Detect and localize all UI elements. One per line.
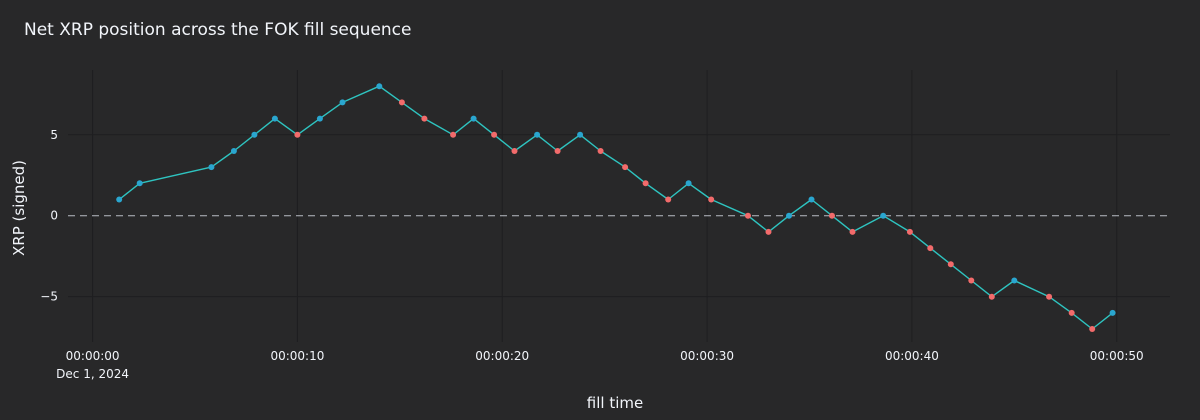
- y-tick-label: 0: [50, 209, 58, 223]
- x-tick-label: 00:00:50: [1090, 349, 1144, 363]
- buy-fill-point: [339, 99, 346, 106]
- sell-fill-point: [947, 261, 954, 268]
- buy-fill-point: [208, 164, 215, 171]
- sell-fill-point: [642, 180, 649, 187]
- series-line-layer: [118, 85, 1114, 330]
- sell-fill-point: [491, 131, 498, 138]
- buy-fill-point: [271, 115, 278, 122]
- buy-fill-point: [470, 115, 477, 122]
- sell-fill-point: [1046, 293, 1053, 300]
- sell-fill-point: [968, 277, 975, 284]
- sell-fill-point: [622, 164, 629, 171]
- sell-fill-point: [1068, 309, 1075, 316]
- sell-fill-point: [745, 212, 751, 219]
- x-axis-title: fill time: [587, 394, 643, 412]
- sell-fill-point: [554, 148, 561, 154]
- marker-layer: [116, 83, 1116, 332]
- sell-fill-point: [906, 228, 913, 235]
- buy-fill-point: [534, 131, 541, 138]
- buy-fill-point: [136, 180, 143, 187]
- buy-fill-point: [230, 148, 237, 154]
- sell-fill-point: [294, 131, 301, 138]
- sell-fill-point: [765, 228, 772, 235]
- sell-fill-point: [927, 245, 934, 252]
- sell-fill-point: [511, 148, 518, 154]
- y-tick-labels: 5 0 −5: [40, 128, 58, 304]
- buy-fill-point: [116, 196, 123, 203]
- x-tick-label: 00:00:00: [66, 349, 120, 363]
- y-tick-label: 5: [50, 128, 58, 142]
- buy-fill-point: [685, 180, 692, 187]
- sell-fill-point: [1089, 326, 1096, 332]
- buy-fill-point: [1011, 277, 1018, 284]
- sell-fill-point: [665, 196, 672, 203]
- sell-fill-point: [829, 212, 835, 219]
- x-tick-date-label: Dec 1, 2024: [56, 367, 129, 381]
- chart-title: Net XRP position across the FOK fill seq…: [24, 20, 412, 40]
- x-tick-label: 00:00:10: [270, 349, 324, 363]
- buy-fill-point: [316, 115, 323, 122]
- sell-fill-point: [988, 293, 995, 300]
- sell-fill-point: [421, 115, 428, 122]
- sell-fill-point: [849, 228, 856, 235]
- x-tick-labels: 00:00:00 Dec 1, 2024 00:00:10 00:00:20 00:00…: [56, 349, 1144, 381]
- x-tick-label: 00:00:40: [885, 349, 939, 363]
- buy-fill-point: [376, 83, 383, 90]
- series-line: [118, 85, 1114, 330]
- buy-fill-point: [1109, 309, 1116, 316]
- x-tick-label: 00:00:20: [475, 349, 529, 363]
- buy-fill-point: [808, 196, 815, 203]
- buy-fill-point: [251, 131, 258, 138]
- sell-fill-point: [708, 196, 715, 203]
- sell-fill-point: [450, 131, 457, 138]
- sell-fill-point: [597, 148, 604, 154]
- buy-fill-point: [786, 212, 792, 219]
- buy-fill-point: [880, 212, 887, 219]
- y-axis-title: XRP (signed): [10, 160, 28, 256]
- buy-fill-point: [577, 131, 584, 138]
- x-tick-label: 00:00:30: [680, 349, 734, 363]
- sell-fill-point: [398, 99, 405, 106]
- y-tick-label: −5: [40, 290, 58, 304]
